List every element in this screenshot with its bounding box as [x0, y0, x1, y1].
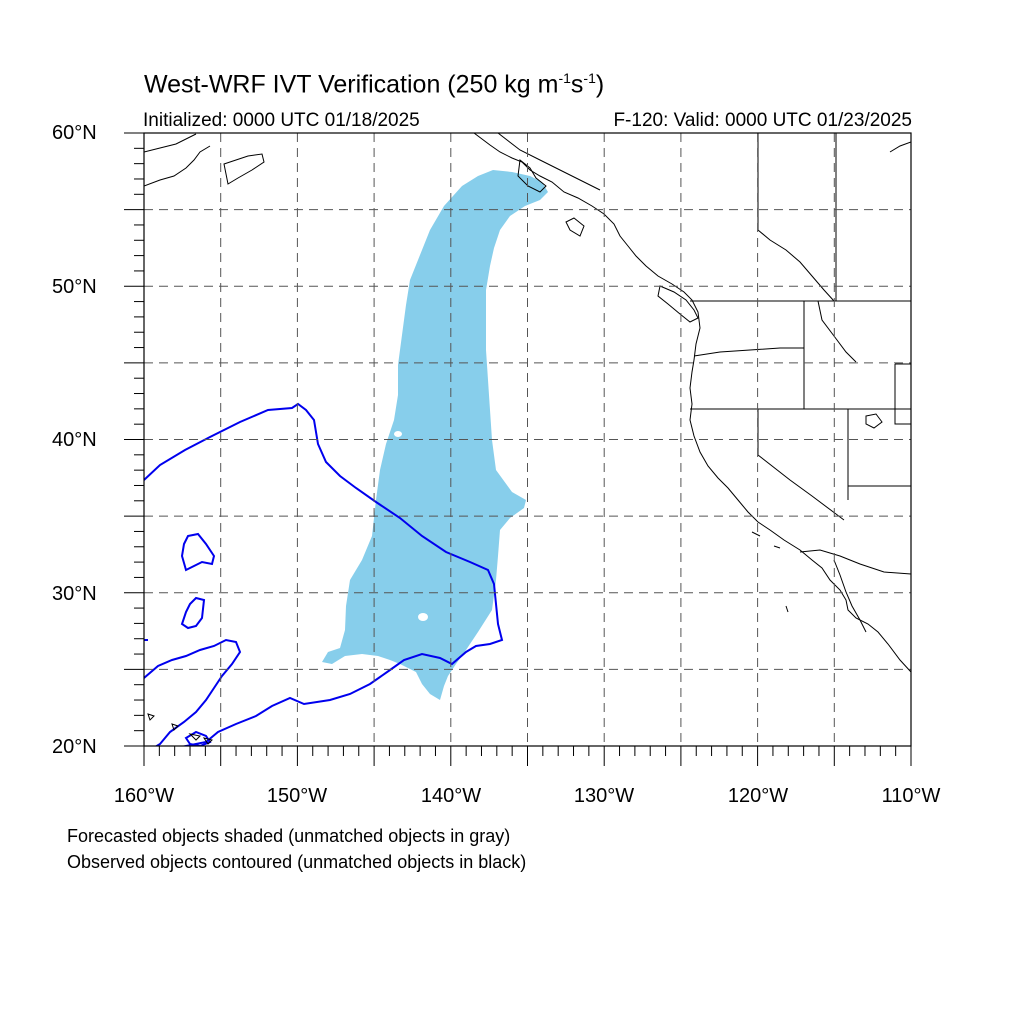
axis-ticks	[124, 132, 912, 766]
lon-label-120w: 120°W	[727, 785, 789, 807]
lat-label-60n: 60°N	[52, 122, 97, 144]
observed-object-contour	[180, 596, 206, 630]
observed-object-contour	[144, 402, 504, 746]
lat-label-20n: 20°N	[52, 736, 97, 758]
lon-label-130w: 130°W	[573, 785, 635, 807]
lon-label-110w: 110°W	[881, 785, 941, 807]
map-grid	[144, 133, 911, 746]
coastline	[144, 133, 911, 745]
lat-label-50n: 50°N	[52, 276, 97, 298]
observed-note: Observed objects contoured (unmatched ob…	[67, 852, 527, 872]
lon-label-140w: 140°W	[420, 785, 482, 807]
forecast-note: Forecasted objects shaded (unmatched obj…	[67, 826, 511, 846]
forecast-ivt-object	[322, 170, 548, 700]
initialized-time: Initialized: 0000 UTC 01/18/2025	[143, 110, 420, 131]
chart-title: West-WRF IVT Verification (250 kg m-1s-1…	[144, 70, 605, 99]
lat-label-40n: 40°N	[52, 429, 97, 451]
lat-label-30n: 30°N	[52, 583, 97, 605]
observed-object-contour	[144, 638, 242, 746]
forecast-gap	[394, 431, 402, 437]
lon-label-150w: 150°W	[266, 785, 328, 807]
valid-time: F-120: Valid: 0000 UTC 01/23/2025	[613, 110, 912, 131]
political-boundary	[497, 133, 911, 575]
lon-label-160w: 160°W	[113, 785, 175, 807]
observed-object-contour	[180, 532, 216, 572]
forecast-gap	[418, 613, 428, 621]
